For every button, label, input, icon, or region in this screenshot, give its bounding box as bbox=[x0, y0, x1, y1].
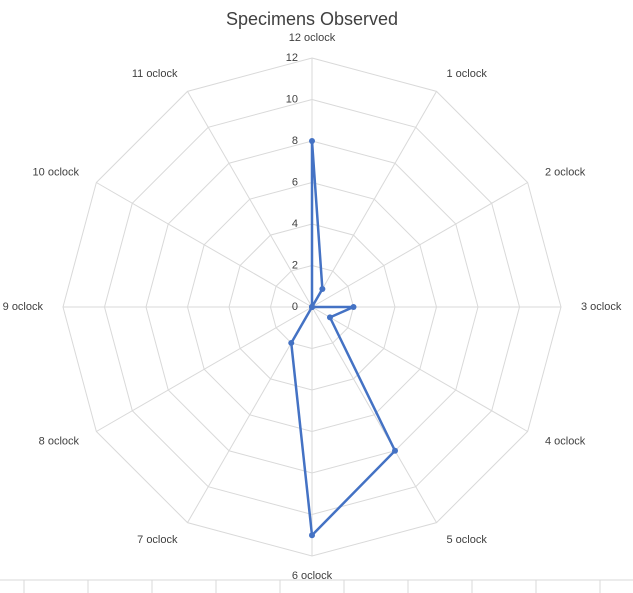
category-label: 3 oclock bbox=[581, 301, 622, 313]
grid-ring bbox=[228, 223, 396, 391]
series-line bbox=[290, 139, 397, 537]
grid-ring bbox=[103, 98, 521, 516]
category-label: 5 oclock bbox=[447, 534, 488, 546]
chart-title: Specimens Observed bbox=[226, 9, 398, 29]
grid-ring bbox=[145, 140, 479, 474]
point bbox=[319, 286, 326, 293]
point bbox=[392, 447, 398, 454]
point bbox=[350, 304, 357, 310]
category-label: 1 oclock bbox=[447, 68, 488, 80]
r-tick-label: 8 bbox=[292, 135, 298, 147]
point bbox=[309, 532, 315, 539]
grid-ring bbox=[269, 264, 355, 350]
category-label: 7 oclock bbox=[137, 534, 178, 546]
r-tick-label: 0 bbox=[292, 301, 298, 313]
r-tick-label: 10 bbox=[286, 93, 298, 105]
category-label: 8 oclock bbox=[39, 435, 80, 447]
r-tick-label: 6 bbox=[292, 176, 298, 188]
r-tick-label: 12 bbox=[286, 52, 298, 64]
category-label: 9 oclock bbox=[3, 301, 44, 313]
point bbox=[326, 314, 333, 321]
point bbox=[309, 304, 315, 310]
r-tick-label: 4 bbox=[292, 218, 298, 230]
bottom-frame bbox=[0, 579, 633, 593]
grid-ring bbox=[186, 181, 438, 433]
category-label: 10 oclock bbox=[33, 166, 80, 178]
category-label: 2 oclock bbox=[545, 166, 586, 178]
point bbox=[288, 339, 295, 346]
category-label: 12 oclock bbox=[289, 32, 336, 44]
point bbox=[309, 138, 315, 144]
category-label: 4 oclock bbox=[545, 435, 586, 447]
category-label: 6 oclock bbox=[292, 570, 333, 582]
category-label: 11 oclock bbox=[132, 68, 178, 80]
grid-ring bbox=[62, 57, 562, 557]
r-tick-label: 2 bbox=[292, 259, 298, 271]
